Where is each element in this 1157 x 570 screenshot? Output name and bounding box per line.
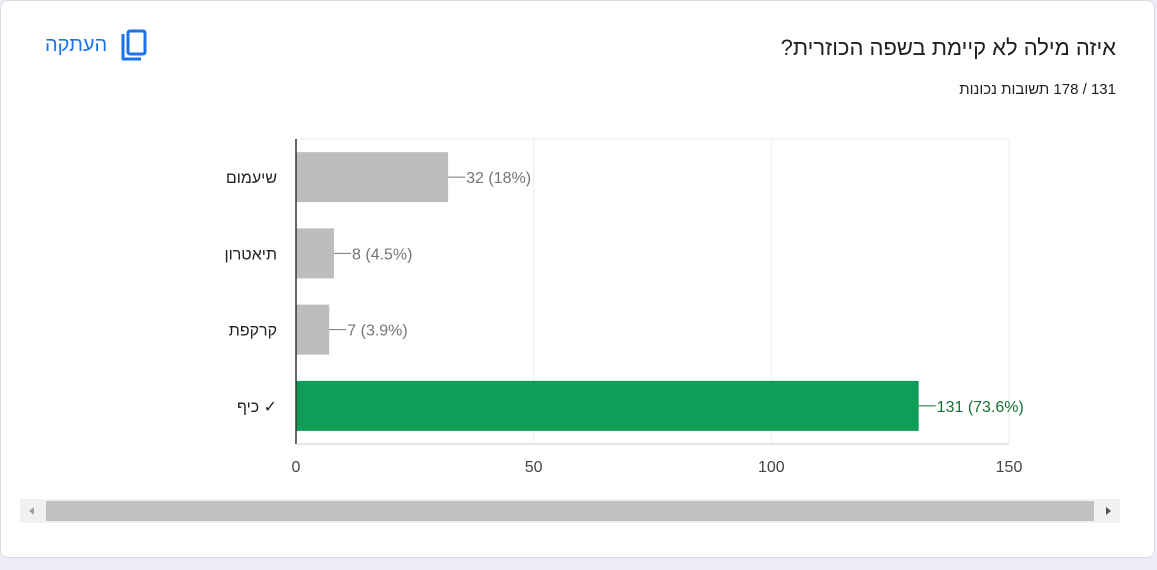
bar	[296, 228, 335, 279]
bar	[296, 304, 330, 355]
category-label: שיעמום	[226, 170, 277, 187]
answers-bar-chart: 0 50 100 150 32 (18%) שיעמום 8 (4.5%) תיאטרון 7 …	[224, 138, 1024, 476]
bar	[296, 380, 919, 431]
correct-answers-count: 131 / 178 תשובות נכונות	[959, 81, 1116, 98]
category-label: קרקפת	[229, 323, 277, 340]
data-label: 8 (4.5%)	[352, 246, 412, 263]
copy-button[interactable]: העתקה	[45, 29, 147, 61]
question-summary-card: איזה מילה לא קיימת בשפה הכוזרית? 131 / 1…	[0, 0, 1155, 558]
scroll-right-button[interactable]	[1096, 499, 1120, 523]
horizontal-scrollbar[interactable]	[20, 499, 1120, 523]
copy-button-label: העתקה	[45, 33, 108, 56]
scroll-left-button[interactable]	[20, 499, 44, 523]
category-label: כיף ✓	[237, 399, 277, 416]
data-label: 32 (18%)	[466, 170, 531, 187]
data-label: 131 (73.6%)	[937, 399, 1024, 416]
x-tick-label: 50	[525, 459, 543, 476]
triangle-right-icon	[1106, 507, 1111, 515]
question-title: איזה מילה לא קיימת בשפה הכוזרית?	[780, 35, 1116, 60]
x-tick-label: 150	[996, 459, 1023, 476]
scroll-thumb[interactable]	[46, 501, 1094, 521]
category-label: תיאטרון	[224, 246, 277, 263]
bar	[296, 152, 449, 203]
page-background-strip	[0, 558, 1157, 570]
x-tick-label: 100	[758, 459, 785, 476]
copy-icon	[121, 29, 147, 61]
triangle-left-icon	[29, 507, 34, 515]
data-label: 7 (3.9%)	[347, 323, 407, 340]
x-tick-label: 0	[292, 459, 301, 476]
